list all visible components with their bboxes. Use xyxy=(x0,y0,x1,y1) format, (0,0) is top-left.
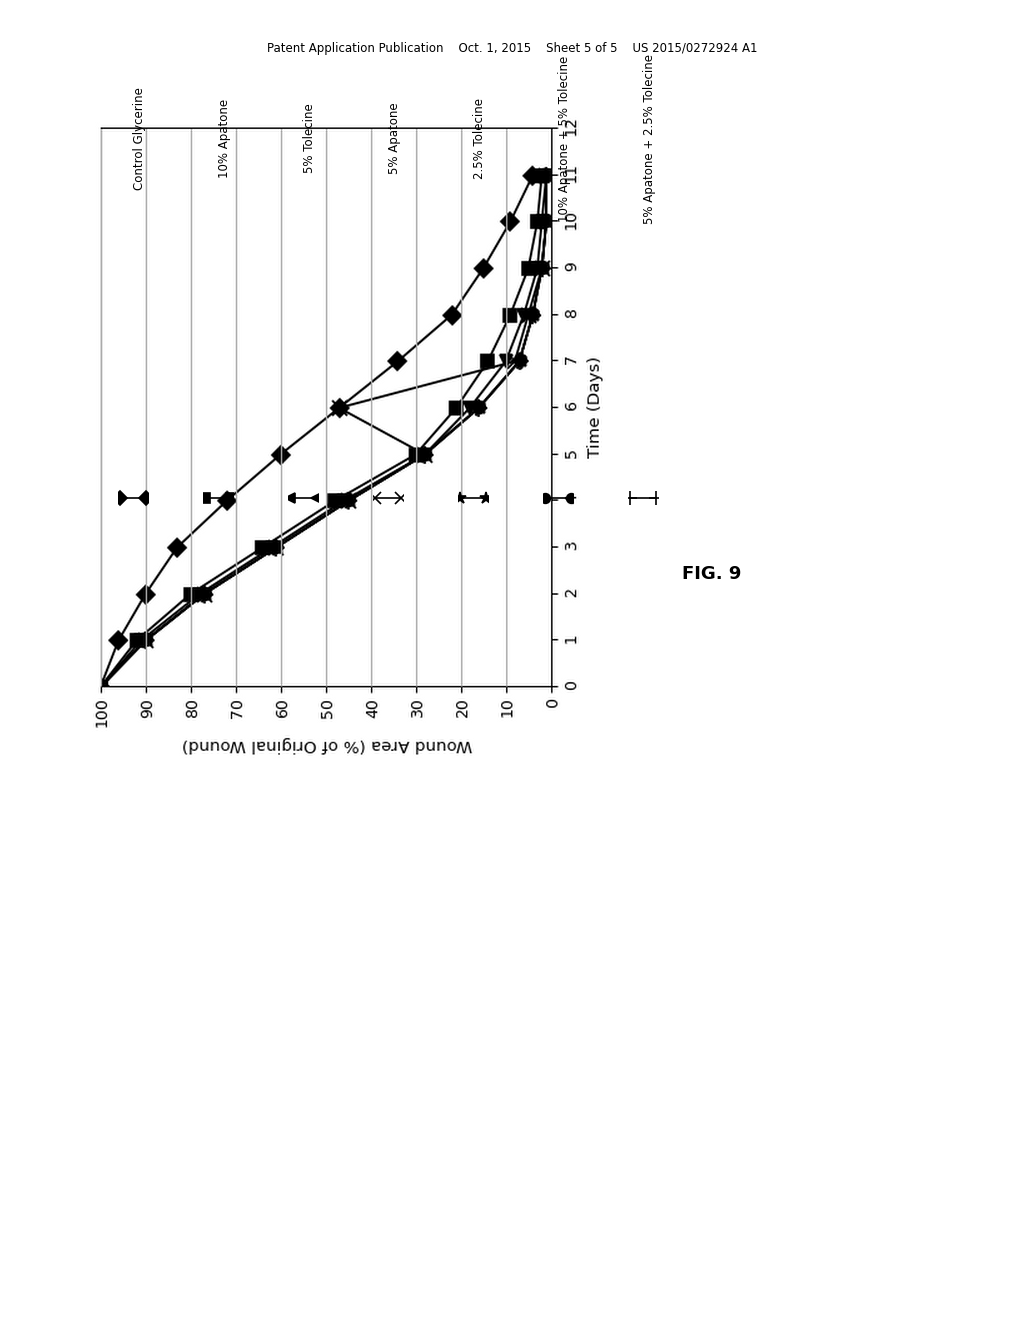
Text: Patent Application Publication    Oct. 1, 2015    Sheet 5 of 5    US 2015/027292: Patent Application Publication Oct. 1, 2… xyxy=(266,42,758,55)
Text: 5% Apatone + 2.5% Tolecine: 5% Apatone + 2.5% Tolecine xyxy=(643,54,656,223)
Text: 5% Tolecine: 5% Tolecine xyxy=(303,104,316,173)
Text: Control Glycerine: Control Glycerine xyxy=(133,87,146,190)
Text: FIG. 9: FIG. 9 xyxy=(682,565,741,583)
Text: 2.5% Tolecine: 2.5% Tolecine xyxy=(473,98,486,180)
Text: 10% Apatone + 5% Tolecine: 10% Apatone + 5% Tolecine xyxy=(558,55,571,222)
Text: 10% Apatone: 10% Apatone xyxy=(218,99,231,178)
Text: 5% Apatone: 5% Apatone xyxy=(388,103,401,174)
